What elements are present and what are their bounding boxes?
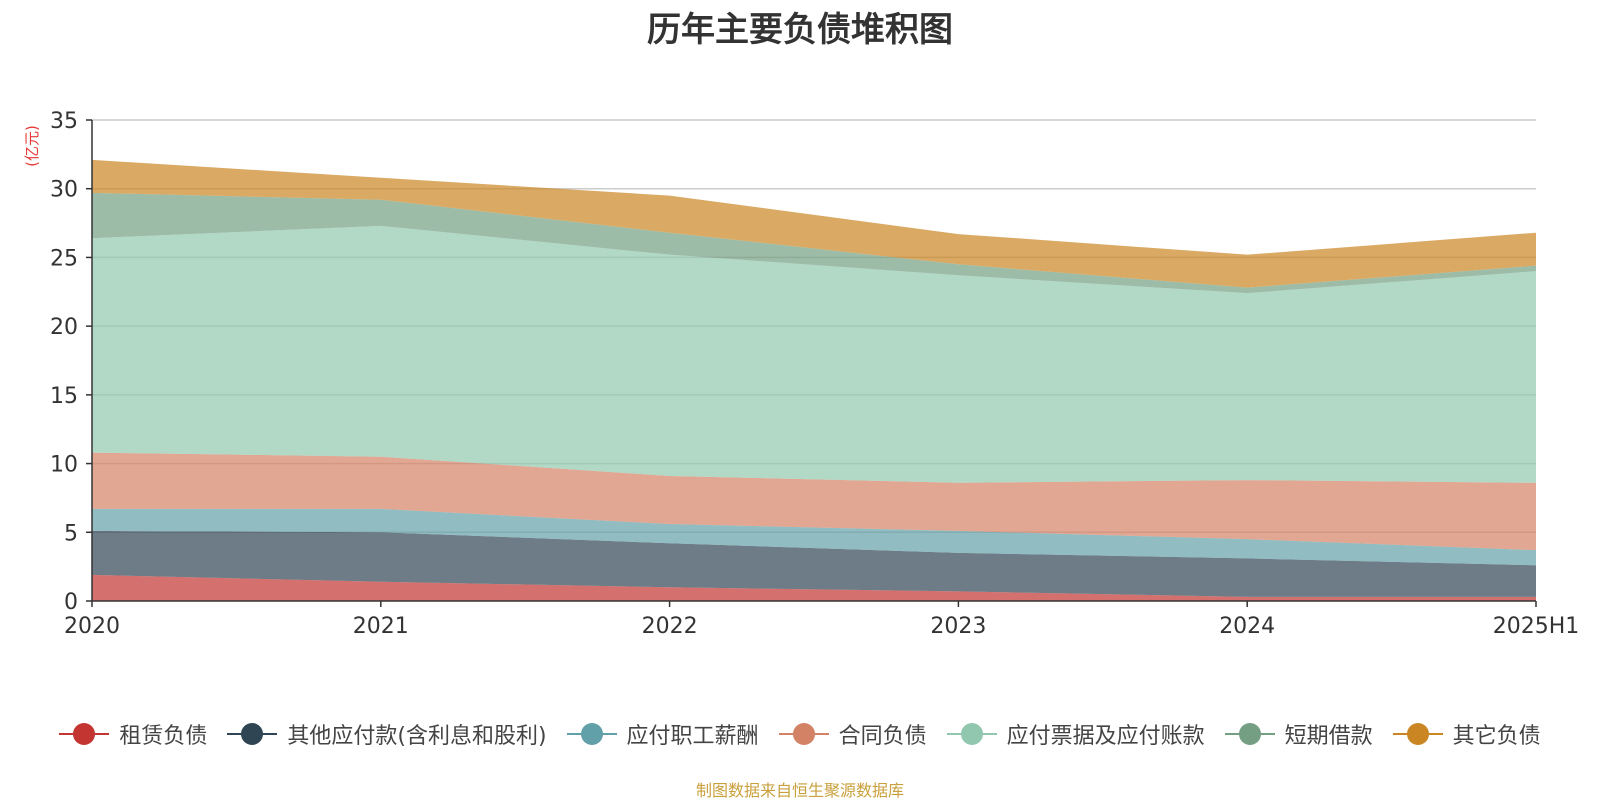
x-tick-label: 2021 [353,614,409,639]
legend-marker-icon [1224,722,1275,746]
area-series-7 [92,159,1536,288]
y-tick-label: 0 [64,590,78,615]
legend-dot-icon [792,723,815,745]
legend-dot-icon [960,723,983,745]
legend-item-1[interactable]: 租赁负债 [59,718,207,750]
legend-marker-icon [946,722,997,746]
legend-label: 应付职工薪酬 [626,724,759,749]
legend-dot-icon [1238,723,1261,745]
legend-item-5[interactable]: 应付票据及应付账款 [946,718,1205,750]
legend-marker-icon [227,722,278,746]
legend-marker-icon [778,722,829,746]
legend-marker-icon [1392,722,1443,746]
x-tick-label: 2024 [1219,614,1275,639]
legend-label: 合同负债 [838,724,927,749]
legend-item-6[interactable]: 短期借款 [1224,718,1373,750]
legend-dot-icon [241,723,264,745]
y-tick-label: 25 [50,246,78,271]
legend: 租赁负债 其他应付款(含利息和股利) 应付职工薪酬 合同负债 应付票据及应付账款 短期借款… [0,716,1600,752]
axes [86,119,1537,607]
legend-label: 应付票据及应付账款 [1006,724,1205,749]
y-tick-label: 5 [64,521,78,546]
y-tick-label: 10 [50,453,78,478]
x-tick-label: 2025H1 [1493,614,1580,639]
x-tick-label: 2023 [930,614,986,639]
y-axis-label: (亿元) [23,125,41,167]
x-tick-label: 2020 [64,614,120,639]
y-tick-label: 15 [50,384,78,409]
source-note: 制图数据来自恒生聚源数据库 [695,781,904,800]
legend-marker-icon [566,722,617,746]
legend-item-3[interactable]: 应付职工薪酬 [566,718,759,750]
area-series-2 [92,530,1536,597]
x-tick-label: 2022 [642,614,698,639]
area-series-5 [92,225,1536,483]
area-series-1 [92,574,1536,601]
area-series-4 [92,452,1536,551]
legend-dot-icon [1406,723,1429,745]
y-tick-labels: 0 5 10 15 20 25 30 35 [50,109,78,615]
y-tick-label: 20 [50,315,78,340]
area-series-3 [92,508,1536,566]
legend-item-2[interactable]: 其他应付款(含利息和股利) [227,718,547,750]
legend-marker-icon [59,722,110,746]
legend-label: 其他应付款(含利息和股利) [287,724,547,749]
legend-label: 其它负债 [1452,724,1541,749]
area-series-6 [92,192,1536,294]
legend-item-4[interactable]: 合同负债 [778,718,927,750]
legend-label: 租赁负债 [119,724,208,749]
legend-label: 短期借款 [1284,724,1373,749]
x-tick-labels: 2020 2021 2022 2023 2024 2025H1 [64,614,1579,639]
legend-dot-icon [580,723,603,745]
y-tick-label: 30 [50,178,78,203]
legend-item-7[interactable]: 其它负债 [1392,718,1541,750]
stacked-areas [92,159,1536,601]
chart-title: 历年主要负债堆积图 [647,10,953,50]
y-tick-label: 35 [50,109,78,134]
legend-dot-icon [73,723,96,745]
